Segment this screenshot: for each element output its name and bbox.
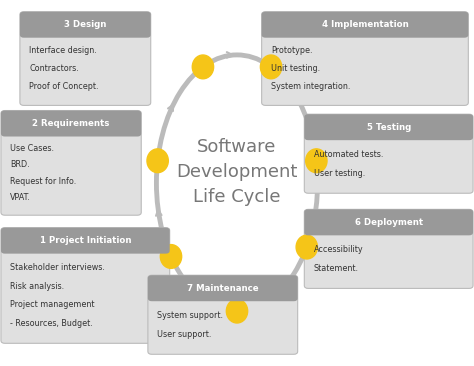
Text: System integration.: System integration. [271, 82, 350, 91]
FancyBboxPatch shape [262, 12, 468, 105]
Text: 4 Implementation: 4 Implementation [321, 20, 409, 29]
Ellipse shape [260, 55, 282, 79]
Text: Project management: Project management [10, 300, 95, 309]
Text: User support.: User support. [157, 330, 212, 339]
Text: Proof of Concept.: Proof of Concept. [29, 82, 99, 91]
Text: VPAT.: VPAT. [10, 193, 31, 202]
Ellipse shape [147, 149, 168, 173]
Text: Statement.: Statement. [314, 264, 359, 273]
Text: 6 Deployment: 6 Deployment [355, 218, 423, 227]
Text: System support.: System support. [157, 311, 223, 320]
Ellipse shape [296, 235, 318, 259]
Text: Use Cases.: Use Cases. [10, 144, 55, 153]
Ellipse shape [160, 244, 182, 268]
Ellipse shape [226, 299, 247, 323]
Text: Unit testing.: Unit testing. [271, 64, 320, 73]
FancyBboxPatch shape [304, 114, 473, 140]
Text: - Resources, Budget.: - Resources, Budget. [10, 319, 93, 328]
FancyBboxPatch shape [1, 111, 141, 137]
Text: 5 Testing: 5 Testing [366, 123, 411, 132]
Ellipse shape [192, 55, 214, 79]
Text: Contractors.: Contractors. [29, 64, 79, 73]
Text: Automated tests.: Automated tests. [314, 150, 383, 159]
FancyBboxPatch shape [304, 114, 473, 193]
Text: 3 Design: 3 Design [64, 20, 107, 29]
FancyBboxPatch shape [148, 275, 298, 301]
Text: Accessibility: Accessibility [314, 245, 364, 254]
FancyBboxPatch shape [304, 209, 473, 235]
FancyBboxPatch shape [20, 12, 151, 105]
FancyBboxPatch shape [148, 275, 298, 354]
FancyBboxPatch shape [1, 111, 141, 215]
Text: Stakeholder interviews.: Stakeholder interviews. [10, 263, 105, 272]
Text: User testing.: User testing. [314, 169, 365, 178]
FancyBboxPatch shape [1, 228, 170, 343]
Text: Request for Info.: Request for Info. [10, 177, 77, 186]
FancyBboxPatch shape [262, 12, 468, 38]
Text: Interface design.: Interface design. [29, 46, 97, 55]
Text: 1 Project Initiation: 1 Project Initiation [39, 236, 131, 245]
Text: BRD.: BRD. [10, 160, 30, 169]
Text: Prototype.: Prototype. [271, 46, 313, 55]
Text: 2 Requirements: 2 Requirements [32, 119, 110, 128]
FancyBboxPatch shape [1, 228, 170, 254]
FancyBboxPatch shape [304, 209, 473, 288]
Text: Risk analysis.: Risk analysis. [10, 282, 64, 291]
Text: Software
Development
Life Cycle: Software Development Life Cycle [176, 138, 298, 206]
FancyBboxPatch shape [20, 12, 151, 38]
Text: 7 Maintenance: 7 Maintenance [187, 284, 259, 293]
Ellipse shape [306, 149, 327, 173]
